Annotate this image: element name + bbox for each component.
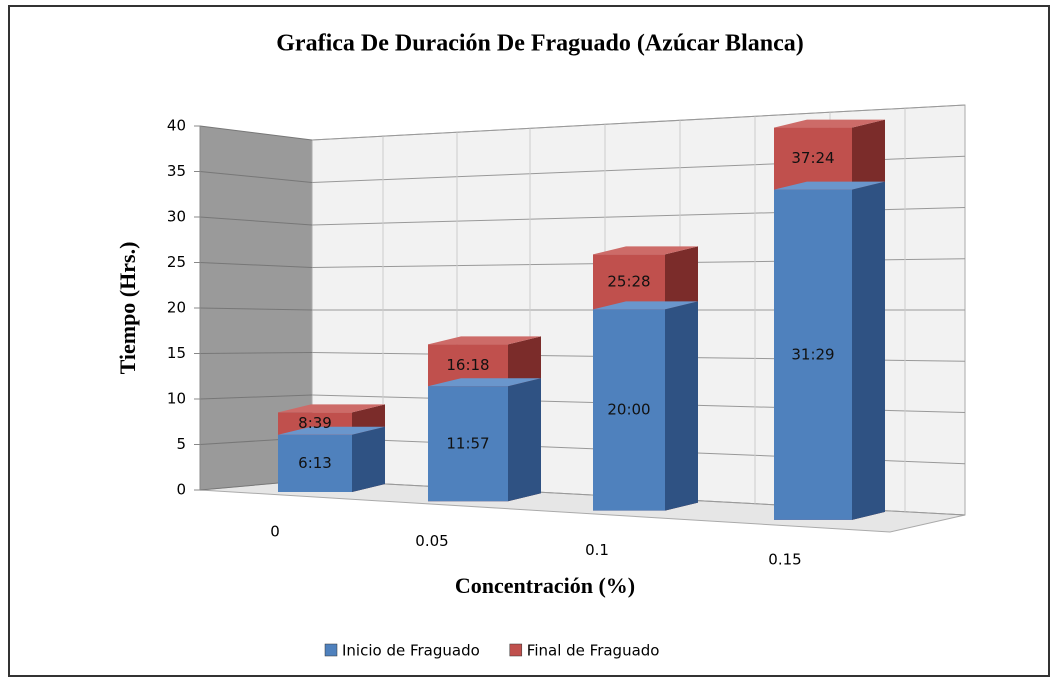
grid-line [199, 125, 313, 141]
data-label: 37:24 [791, 149, 834, 167]
bar [278, 434, 352, 492]
grid-line [199, 352, 313, 354]
bar-side [352, 426, 385, 492]
y-tick-label: 25 [167, 253, 186, 271]
bar-top [278, 404, 385, 413]
chart-title: Grafica De Duración De Fraguado (Azúcar … [276, 31, 803, 57]
grid-line [311, 104, 966, 141]
y-tick-label: 0 [176, 481, 186, 499]
bar [774, 189, 852, 520]
data-label: 16:18 [446, 356, 489, 374]
data-label: 31:29 [791, 345, 834, 363]
bar-side [665, 301, 698, 511]
legend-swatch [509, 643, 523, 657]
x-tick-label: 0.1 [585, 541, 609, 559]
bar-top [774, 181, 885, 190]
legend-label: Inicio de Fraguado [342, 642, 480, 660]
grid-line [199, 216, 313, 226]
y-tick-label: 20 [167, 299, 186, 317]
bar-side [852, 181, 885, 520]
data-label: 6:13 [298, 454, 332, 472]
y-tick-label: 5 [176, 435, 186, 453]
grid-line [199, 394, 313, 400]
left-wall [200, 126, 312, 490]
y-tick-label: 10 [167, 390, 186, 408]
data-label: 25:28 [607, 272, 650, 290]
bar [593, 309, 665, 511]
bar-top [278, 426, 385, 435]
y-tick-label: 35 [167, 162, 186, 180]
bar-side [508, 378, 541, 502]
x-axis-title: Concentración (%) [455, 573, 635, 598]
bar-top [428, 378, 541, 387]
grid-line [199, 171, 313, 183]
legend-label: Final de Fraguado [527, 642, 660, 660]
x-tick-label: 0 [270, 523, 280, 541]
bar-top [428, 336, 541, 345]
y-tick-label: 30 [167, 208, 186, 226]
x-tick-label: 0.05 [415, 532, 448, 550]
data-label: 8:39 [298, 414, 332, 432]
data-label: 20:00 [607, 401, 650, 419]
y-axis-title: Tiempo (Hrs.) [115, 242, 140, 375]
bar-top [774, 119, 885, 128]
grid-line [199, 307, 313, 311]
bar-top [593, 246, 698, 255]
y-tick-label: 15 [167, 344, 186, 362]
bar-top [593, 301, 698, 310]
grid-line [199, 262, 313, 268]
x-tick-label: 0.15 [768, 550, 801, 568]
bar [428, 386, 508, 502]
data-label: 11:57 [446, 434, 489, 452]
legend-swatch [324, 643, 338, 657]
y-tick-label: 40 [167, 117, 186, 135]
